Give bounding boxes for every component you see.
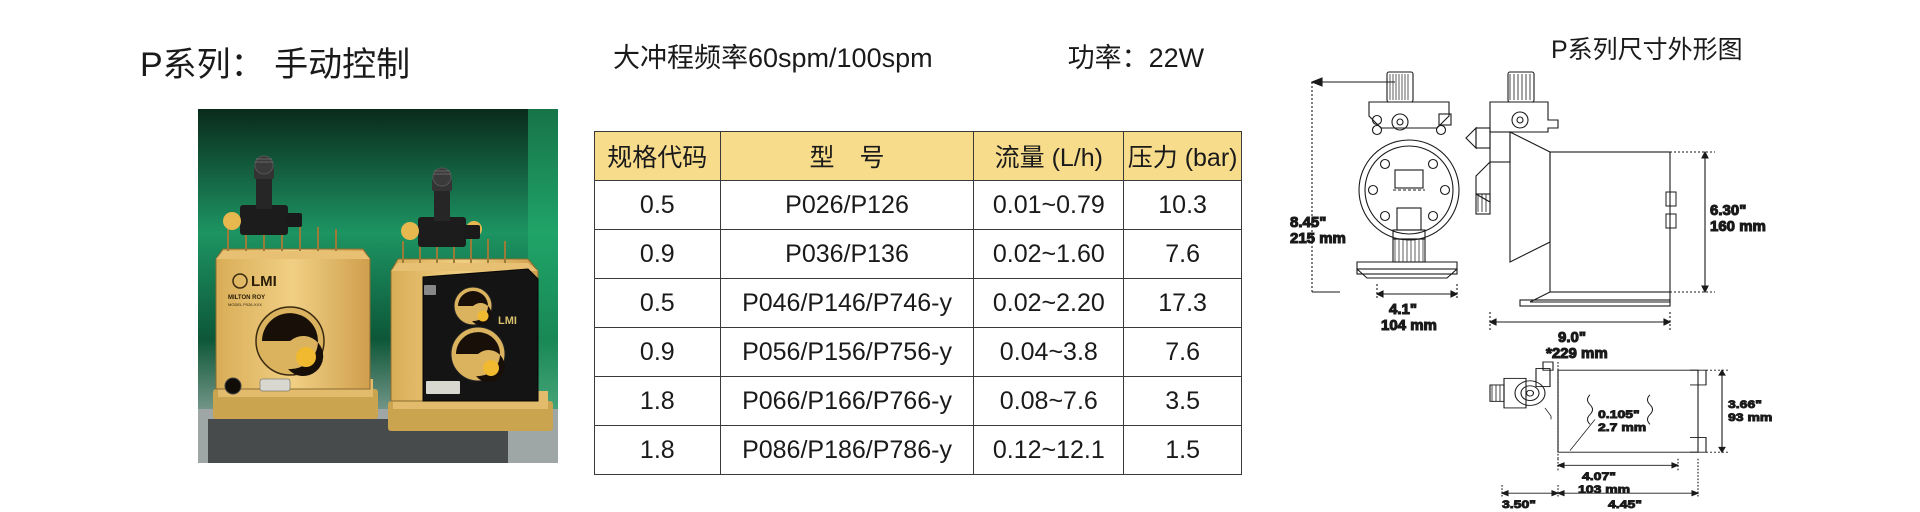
svg-text:8.45": 8.45" <box>1290 214 1326 231</box>
svg-text:3.50": 3.50" <box>1502 497 1536 510</box>
svg-text:2.7 mm: 2.7 mm <box>1598 420 1646 433</box>
svg-text:160 mm: 160 mm <box>1710 218 1766 235</box>
svg-text:MODEL P026-XXX: MODEL P026-XXX <box>228 302 262 307</box>
svg-text:4.45": 4.45" <box>1608 497 1642 510</box>
svg-text:4.07": 4.07" <box>1582 469 1616 482</box>
svg-text:103 mm: 103 mm <box>1578 482 1630 495</box>
svg-text:215 mm: 215 mm <box>1290 230 1346 247</box>
svg-text:LMI: LMI <box>498 315 517 327</box>
svg-text:93 mm: 93 mm <box>1728 410 1772 423</box>
svg-text:0.105": 0.105" <box>1598 407 1640 420</box>
svg-text:6.30": 6.30" <box>1710 202 1746 219</box>
svg-text:4.1": 4.1" <box>1389 301 1417 318</box>
svg-text:LMI: LMI <box>251 273 277 290</box>
svg-text:3.66": 3.66" <box>1728 397 1762 410</box>
svg-text:MILTON ROY: MILTON ROY <box>228 295 265 301</box>
svg-text:*229 mm: *229 mm <box>1546 345 1608 362</box>
svg-text:9.0": 9.0" <box>1558 329 1586 346</box>
svg-text:104 mm: 104 mm <box>1381 317 1437 334</box>
